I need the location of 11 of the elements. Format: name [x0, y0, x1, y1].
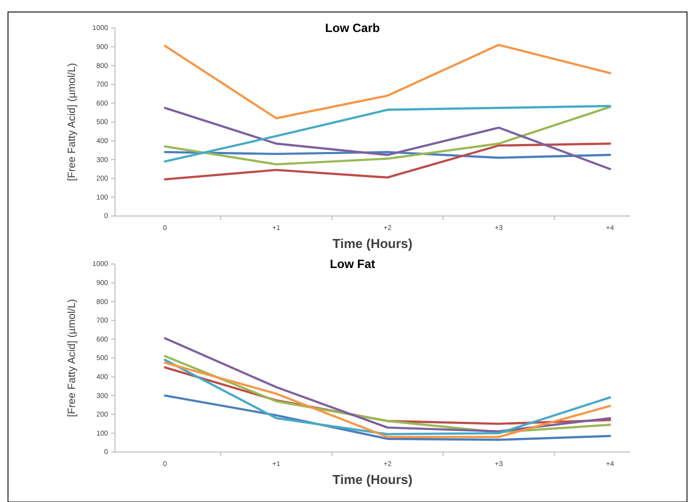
line-series [164, 394, 612, 441]
y-axis-title: [Free Fatty Acid] (µmol/L) [66, 62, 78, 182]
chart-title: Low Fat [330, 257, 376, 271]
line-series [164, 142, 612, 180]
chart-title: Low Carb [325, 21, 380, 35]
line-series [164, 366, 612, 425]
line-series [164, 44, 612, 120]
line-series [164, 337, 612, 432]
x-axis-title: Time (Hours) [332, 472, 412, 487]
y-axis-title: [Free Fatty Acid] (µmol/L) [66, 298, 78, 418]
x-axis-title: Time (Hours) [332, 236, 412, 251]
